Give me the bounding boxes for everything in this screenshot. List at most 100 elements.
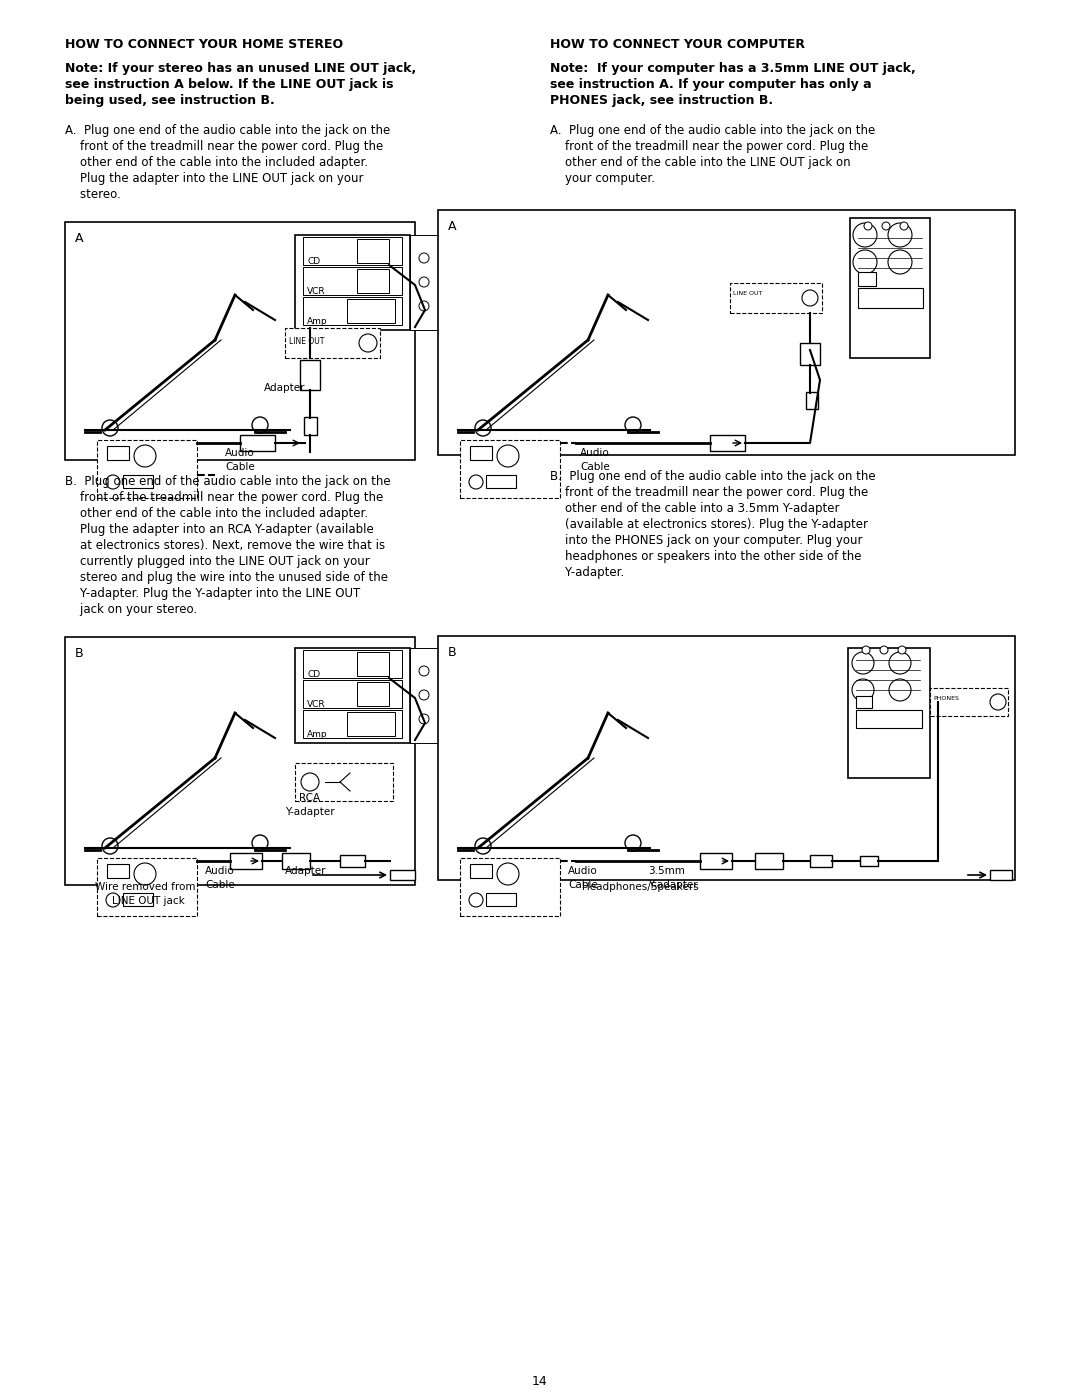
Bar xyxy=(97,440,197,497)
Text: front of the treadmill near the power cord. Plug the: front of the treadmill near the power co… xyxy=(550,486,868,499)
Circle shape xyxy=(419,690,429,700)
Bar xyxy=(730,284,822,313)
Circle shape xyxy=(889,679,912,701)
Text: see instruction A below. If the LINE OUT jack is: see instruction A below. If the LINE OUT… xyxy=(65,78,393,91)
Text: Cable: Cable xyxy=(225,462,255,472)
Bar xyxy=(438,636,1015,880)
Circle shape xyxy=(882,222,890,231)
Bar xyxy=(856,710,922,728)
Text: Cable: Cable xyxy=(568,880,597,890)
Bar xyxy=(755,854,783,869)
Text: A: A xyxy=(448,219,457,233)
Text: LINE OUT: LINE OUT xyxy=(733,291,762,296)
Bar xyxy=(848,648,930,778)
Circle shape xyxy=(625,416,642,433)
Circle shape xyxy=(252,835,268,851)
Bar xyxy=(858,272,876,286)
Text: Amp: Amp xyxy=(307,731,327,739)
Circle shape xyxy=(625,835,642,851)
Bar xyxy=(295,763,393,800)
Bar xyxy=(303,710,402,738)
Text: VCR: VCR xyxy=(307,700,326,710)
Text: HOW TO CONNECT YOUR COMPUTER: HOW TO CONNECT YOUR COMPUTER xyxy=(550,38,805,52)
Text: PHONES jack, see instruction B.: PHONES jack, see instruction B. xyxy=(550,94,773,108)
Circle shape xyxy=(862,645,870,654)
Bar xyxy=(300,360,320,390)
Text: Cable: Cable xyxy=(580,462,610,472)
Circle shape xyxy=(134,446,156,467)
Bar xyxy=(303,416,318,434)
Circle shape xyxy=(419,714,429,724)
Bar xyxy=(303,237,402,265)
Bar xyxy=(860,856,878,866)
Bar xyxy=(710,434,745,451)
Text: at electronics stores). Next, remove the wire that is: at electronics stores). Next, remove the… xyxy=(65,539,386,552)
Circle shape xyxy=(864,222,872,231)
Bar xyxy=(460,440,561,497)
Text: your computer.: your computer. xyxy=(550,172,654,184)
Text: Y-adapter. Plug the Y-adapter into the LINE OUT: Y-adapter. Plug the Y-adapter into the L… xyxy=(65,587,361,599)
Bar xyxy=(850,218,930,358)
Circle shape xyxy=(419,253,429,263)
Bar xyxy=(107,446,129,460)
Circle shape xyxy=(852,652,874,673)
Bar xyxy=(340,855,365,868)
Bar xyxy=(295,648,410,743)
Text: 3.5mm: 3.5mm xyxy=(648,866,685,876)
Text: Plug the adapter into an RCA Y-adapter (available: Plug the adapter into an RCA Y-adapter (… xyxy=(65,522,374,536)
Bar xyxy=(810,855,832,868)
Bar xyxy=(65,637,415,886)
Circle shape xyxy=(853,224,877,247)
Text: B: B xyxy=(75,647,83,659)
Circle shape xyxy=(359,334,377,352)
Bar xyxy=(230,854,262,869)
Bar xyxy=(930,687,1008,717)
Bar xyxy=(303,298,402,326)
Bar xyxy=(470,446,492,460)
Text: Adapter: Adapter xyxy=(285,866,326,876)
Text: Note: If your stereo has an unused LINE OUT jack,: Note: If your stereo has an unused LINE … xyxy=(65,61,416,75)
Text: Plug the adapter into the LINE OUT jack on your: Plug the adapter into the LINE OUT jack … xyxy=(65,172,364,184)
Circle shape xyxy=(889,652,912,673)
Text: Audio: Audio xyxy=(225,448,255,458)
Circle shape xyxy=(497,863,519,886)
Bar xyxy=(700,854,732,869)
Circle shape xyxy=(106,893,120,907)
Circle shape xyxy=(497,446,519,467)
Circle shape xyxy=(853,250,877,274)
Text: (available at electronics stores). Plug the Y-adapter: (available at electronics stores). Plug … xyxy=(550,518,868,531)
Text: Y-adapter: Y-adapter xyxy=(648,880,698,890)
Bar xyxy=(486,475,516,488)
Circle shape xyxy=(419,300,429,312)
Text: Audio: Audio xyxy=(205,866,234,876)
Circle shape xyxy=(880,645,888,654)
Text: A.  Plug one end of the audio cable into the jack on the: A. Plug one end of the audio cable into … xyxy=(550,124,875,137)
Text: A.  Plug one end of the audio cable into the jack on the: A. Plug one end of the audio cable into … xyxy=(65,124,390,137)
Bar xyxy=(357,682,389,705)
Text: B.  Plug one end of the audio cable into the jack on the: B. Plug one end of the audio cable into … xyxy=(65,475,391,488)
Circle shape xyxy=(469,475,483,489)
Bar xyxy=(856,696,872,708)
Bar xyxy=(470,863,492,877)
Text: stereo.: stereo. xyxy=(65,189,121,201)
Text: front of the treadmill near the power cord. Plug the: front of the treadmill near the power co… xyxy=(65,140,383,154)
Bar xyxy=(806,393,818,409)
Bar xyxy=(486,893,516,907)
Text: B.  Plug one end of the audio cable into the jack on the: B. Plug one end of the audio cable into … xyxy=(550,469,876,483)
Circle shape xyxy=(469,893,483,907)
Bar xyxy=(858,288,923,307)
Text: jack on your stereo.: jack on your stereo. xyxy=(65,604,198,616)
Text: Note:  If your computer has a 3.5mm LINE OUT jack,: Note: If your computer has a 3.5mm LINE … xyxy=(550,61,916,75)
Text: B: B xyxy=(448,645,457,659)
Bar xyxy=(410,235,438,330)
Text: other end of the cable into the included adapter.: other end of the cable into the included… xyxy=(65,156,368,169)
Circle shape xyxy=(900,222,908,231)
Bar xyxy=(97,858,197,916)
Bar xyxy=(123,893,153,907)
Circle shape xyxy=(102,838,118,854)
Text: being used, see instruction B.: being used, see instruction B. xyxy=(65,94,274,108)
Text: Adapter: Adapter xyxy=(264,383,306,393)
Circle shape xyxy=(475,838,491,854)
Text: front of the treadmill near the power cord. Plug the: front of the treadmill near the power co… xyxy=(65,490,383,504)
Text: Audio: Audio xyxy=(580,448,610,458)
